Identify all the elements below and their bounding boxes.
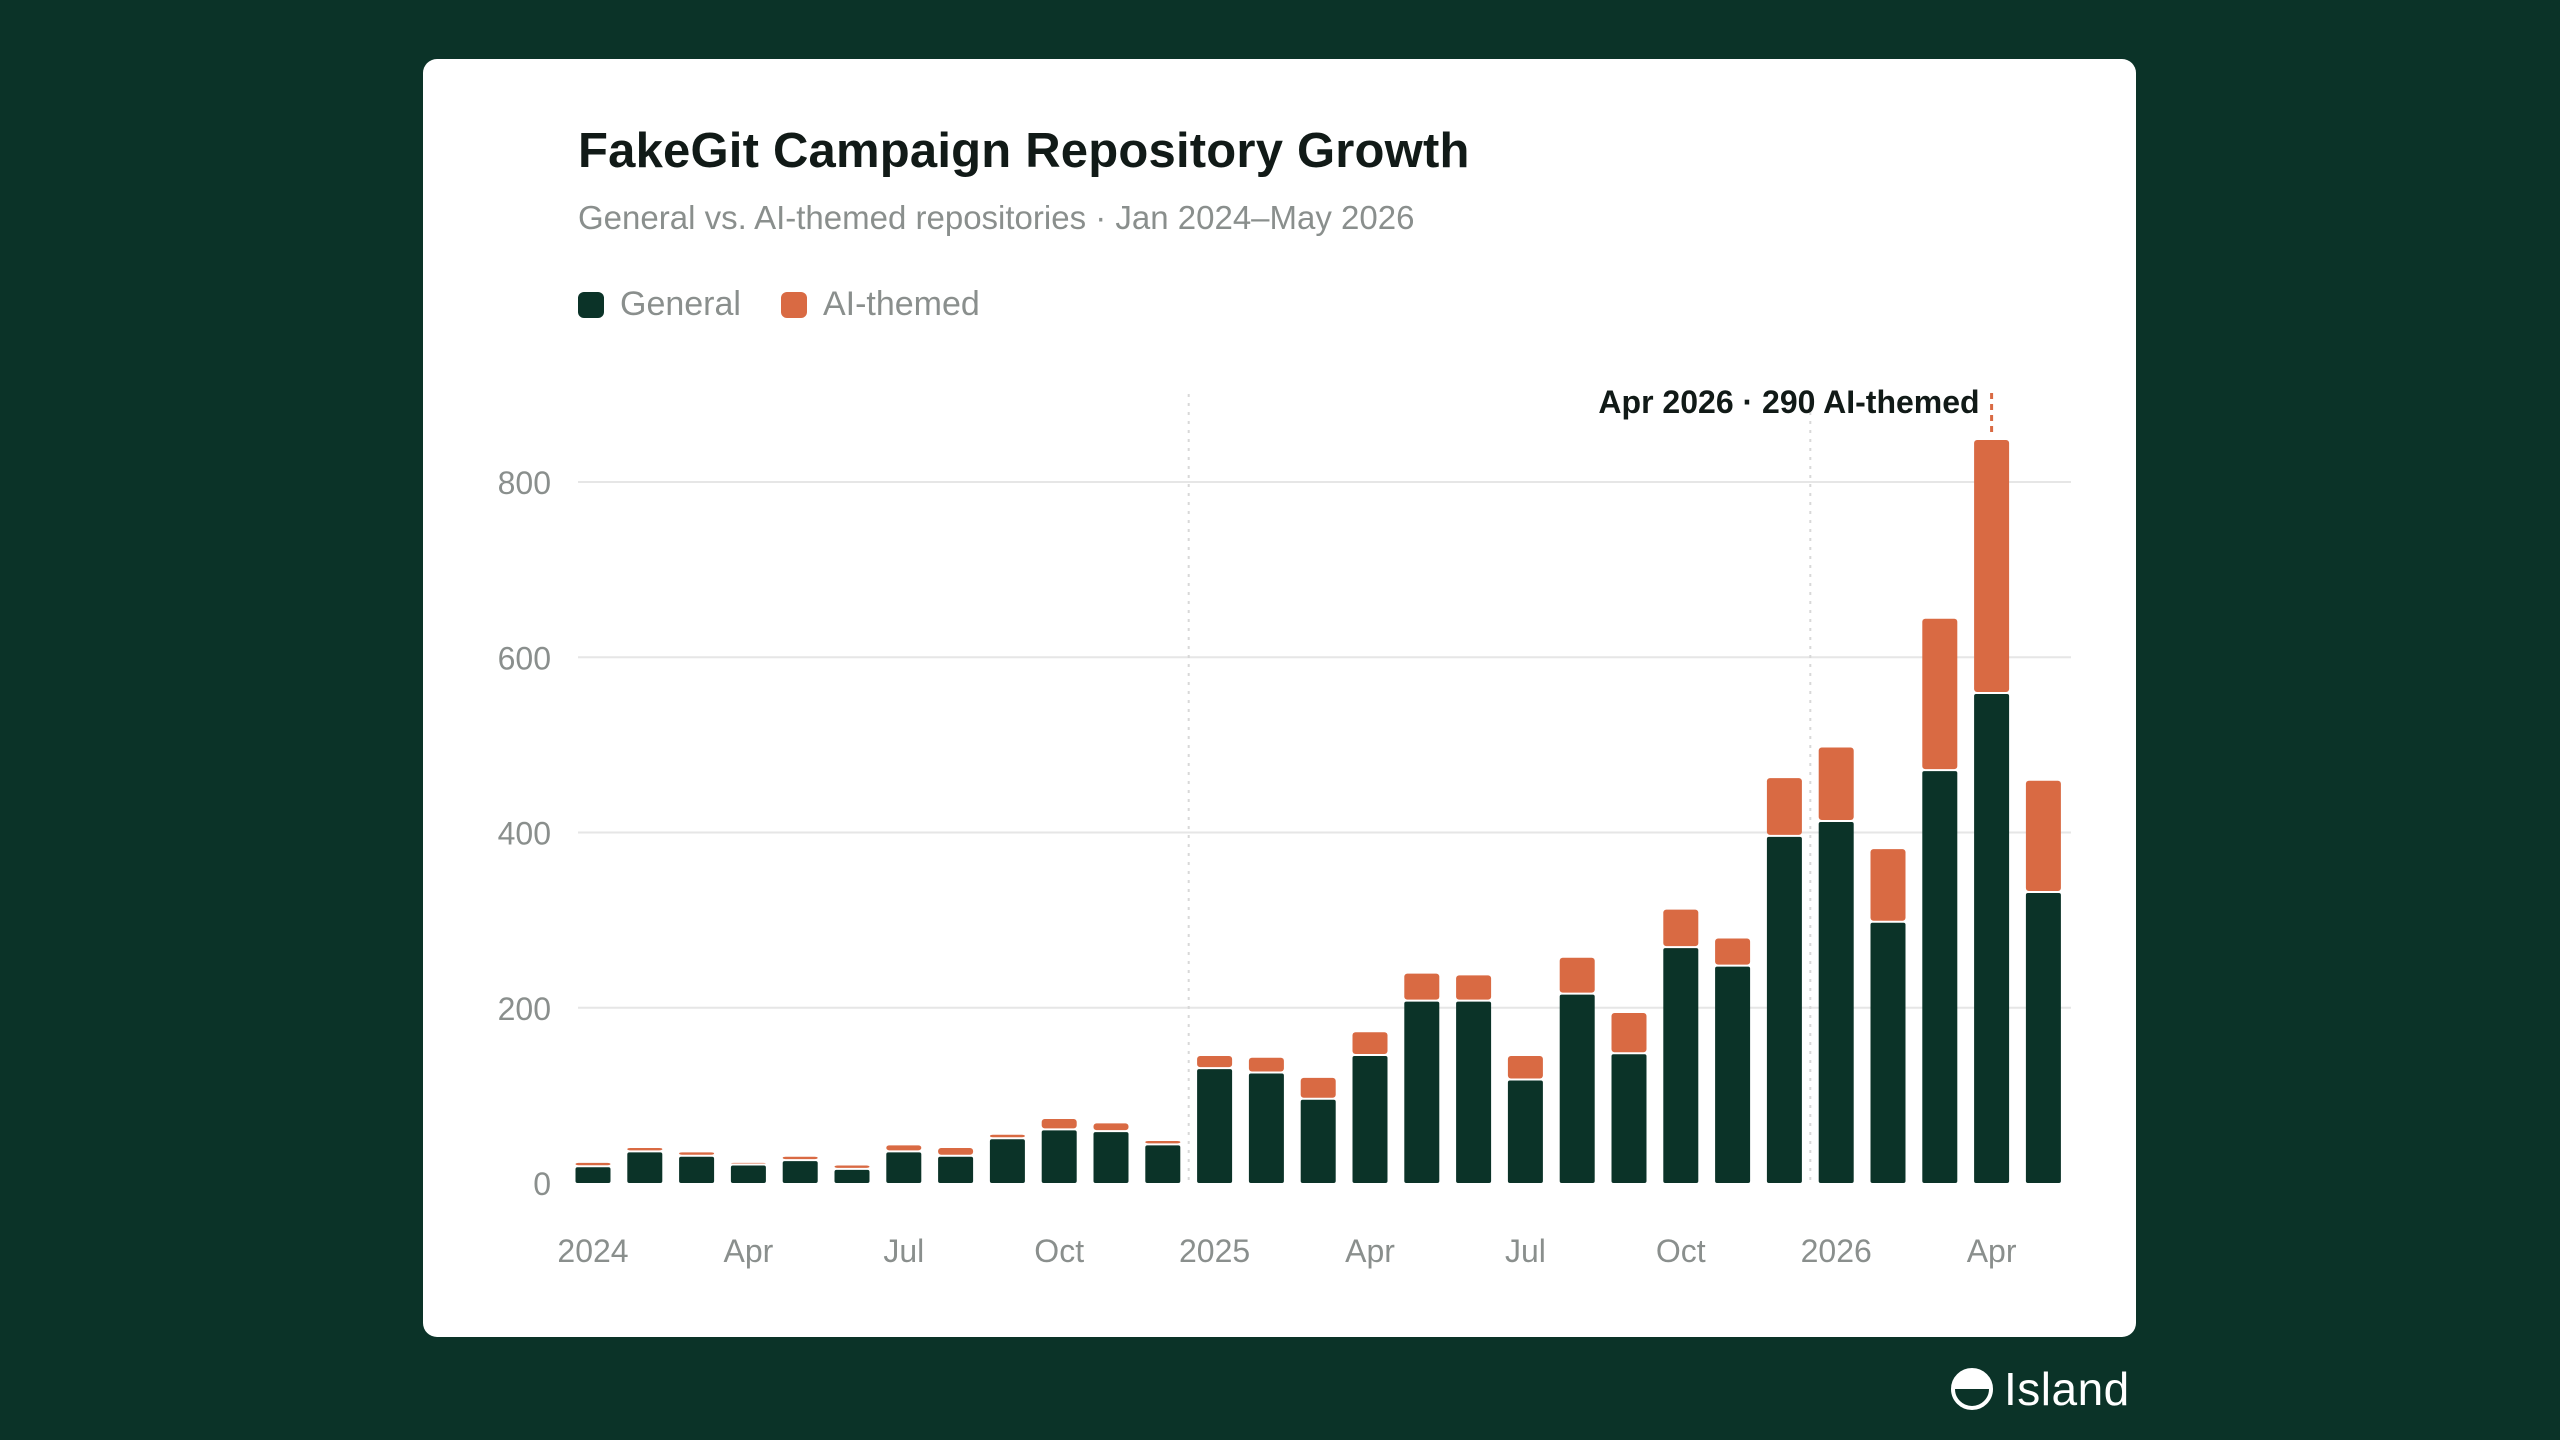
bar-ai-themed-2025-09: [1611, 1013, 1647, 1053]
bar-general-2024-08: [938, 1156, 974, 1183]
island-logo: Island: [1950, 1362, 2130, 1416]
x-tick-label-2024-07: Jul: [883, 1233, 924, 1269]
bar-ai-themed-2024-03: [679, 1152, 715, 1155]
bar-ai-themed-2024-07: [886, 1145, 922, 1151]
brand-name: Island: [2004, 1363, 2130, 1415]
legend-item-ai-themed: AI-themed: [780, 285, 980, 324]
bar-general-2025-12: [1766, 836, 1802, 1183]
bar-general-2024-09: [989, 1139, 1025, 1183]
bar-general-2025-10: [1663, 948, 1699, 1183]
bar-general-2026-01: [1818, 821, 1854, 1183]
bar-ai-themed-2025-03: [1300, 1077, 1336, 1098]
chart-card: FakeGit Campaign Repository Growth Gener…: [423, 59, 2136, 1337]
bar-general-2026-03: [1922, 771, 1958, 1183]
bar-ai-themed-2025-06: [1456, 975, 1492, 1000]
bar-general-2024-10: [1041, 1130, 1077, 1183]
chart-subtitle: General vs. AI-themed repositories · Jan…: [578, 199, 1415, 236]
legend-label-ai-themed: AI-themed: [822, 285, 980, 323]
bar-general-2026-05: [2025, 892, 2061, 1183]
bar-general-2024-01: [575, 1167, 611, 1183]
x-tick-label-2024-01: 2024: [557, 1233, 628, 1269]
bar-ai-themed-2024-12: [1145, 1140, 1181, 1144]
x-tick-label-2025-04: Apr: [1345, 1233, 1395, 1269]
bar-ai-themed-2025-05: [1404, 973, 1440, 1000]
chart-legend: General AI-themed: [578, 285, 980, 324]
y-tick-label-600: 600: [498, 640, 551, 676]
bar-general-2025-02: [1248, 1073, 1284, 1183]
bar-ai-themed-2026-03: [1922, 618, 1958, 770]
bar-ai-themed-2025-12: [1766, 778, 1802, 835]
bar-ai-themed-2025-10: [1663, 909, 1699, 947]
bar-general-2024-03: [679, 1156, 715, 1183]
x-tick-label-2026-04: Apr: [1967, 1233, 2017, 1269]
x-tick-label-2026-01: 2026: [1801, 1233, 1872, 1269]
bar-ai-themed-2024-08: [938, 1147, 974, 1155]
bar-general-2025-08: [1559, 994, 1595, 1183]
bar-general-2025-04: [1352, 1055, 1388, 1183]
bar-general-2025-05: [1404, 1001, 1440, 1183]
y-tick-label-400: 400: [498, 816, 551, 852]
x-tick-label-2025-10: Oct: [1656, 1233, 1706, 1269]
bar-ai-themed-2025-11: [1715, 938, 1751, 965]
bar-ai-themed-2024-06: [834, 1165, 870, 1168]
bar-general-2025-01: [1197, 1069, 1233, 1183]
bar-ai-themed-2025-07: [1507, 1055, 1543, 1079]
bar-ai-themed-2024-11: [1093, 1123, 1129, 1131]
bar-general-2025-03: [1300, 1099, 1336, 1183]
bar-general-2024-12: [1145, 1145, 1181, 1183]
annotation-label: Apr 2026 · 290 AI-themed: [1598, 384, 1979, 420]
y-tick-label-800: 800: [498, 465, 551, 501]
bar-general-2024-07: [886, 1152, 922, 1183]
bar-ai-themed-2024-04: [730, 1162, 766, 1164]
bar-ai-themed-2024-10: [1041, 1119, 1077, 1129]
bar-general-2024-05: [782, 1161, 818, 1183]
bar-ai-themed-2026-05: [2025, 780, 2061, 891]
bar-ai-themed-2026-01: [1818, 747, 1854, 820]
legend-swatch-ai-themed: [780, 291, 807, 318]
x-tick-label-2025-07: Jul: [1505, 1233, 1546, 1269]
bar-general-2024-02: [627, 1152, 663, 1183]
bar-ai-themed-2024-01: [575, 1162, 611, 1166]
chart-title: FakeGit Campaign Repository Growth: [578, 124, 1470, 178]
bar-general-2025-07: [1507, 1080, 1543, 1183]
x-tick-label-2025-01: 2025: [1179, 1233, 1250, 1269]
bar-general-2024-04: [730, 1165, 766, 1183]
stacked-bar-chart: 0 200 400 600 800 2024 Apr Jul Oct 2025 Apr Jul Oct 2…: [498, 384, 2071, 1269]
y-tick-label-200: 200: [498, 991, 551, 1027]
bar-general-2025-11: [1715, 966, 1751, 1183]
x-tick-label-2024-04: Apr: [724, 1233, 774, 1269]
bar-general-2024-11: [1093, 1132, 1129, 1183]
legend-item-general: General: [578, 285, 741, 324]
bar-general-2024-06: [834, 1169, 870, 1183]
bar-ai-themed-2025-02: [1248, 1057, 1284, 1072]
bar-general-2025-06: [1456, 1001, 1492, 1183]
bar-ai-themed-2025-04: [1352, 1032, 1388, 1054]
bar-general-2025-09: [1611, 1054, 1647, 1183]
bar-ai-themed-2025-01: [1197, 1055, 1233, 1068]
bar-ai-themed-2026-04: [1974, 439, 2010, 693]
legend-swatch-general: [578, 291, 604, 318]
bar-general-2026-02: [1870, 922, 1906, 1183]
legend-label-general: General: [620, 285, 741, 323]
bar-ai-themed-2024-09: [989, 1134, 1025, 1138]
bar-ai-themed-2026-02: [1870, 849, 1906, 921]
bar-general-2026-04: [1974, 694, 2010, 1183]
bar-ai-themed-2024-05: [782, 1156, 818, 1160]
bar-ai-themed-2024-02: [627, 1147, 663, 1151]
island-logo-icon: [1951, 1368, 1993, 1410]
x-tick-label-2024-10: Oct: [1034, 1233, 1084, 1269]
bar-ai-themed-2025-08: [1559, 957, 1595, 993]
y-tick-label-0: 0: [533, 1166, 551, 1202]
